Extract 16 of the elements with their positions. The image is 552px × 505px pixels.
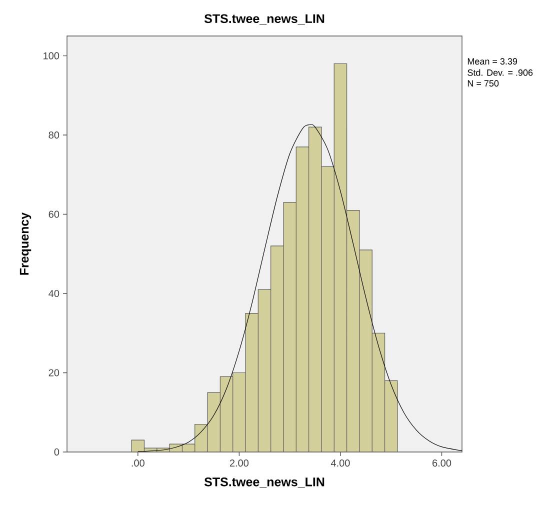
x-tick-label: 4.00 [330, 460, 350, 467]
x-tick-label: 2.00 [230, 460, 249, 467]
x-tick-label: .00 [132, 460, 144, 467]
text: Mean = 3.39 [468, 58, 518, 65]
y-tick-label: 40 [48, 290, 60, 298]
y-tick-label: 100 [44, 52, 60, 60]
y-tick-label: 60 [48, 210, 60, 218]
y-tick-label: 0 [54, 448, 60, 456]
chart-title: STS.twee_news_LIN [204, 14, 324, 24]
x-tick-label: 6.00 [432, 460, 452, 467]
x-axis-title: STS.twee_news_LIN [204, 477, 324, 488]
text: Std. Dev. = .906 [468, 69, 533, 76]
y-tick-label: 20 [48, 369, 60, 376]
y-tick-label: 80 [48, 132, 60, 139]
y-axis-title: Frequency [20, 212, 32, 275]
text: N = 750 [468, 80, 499, 87]
